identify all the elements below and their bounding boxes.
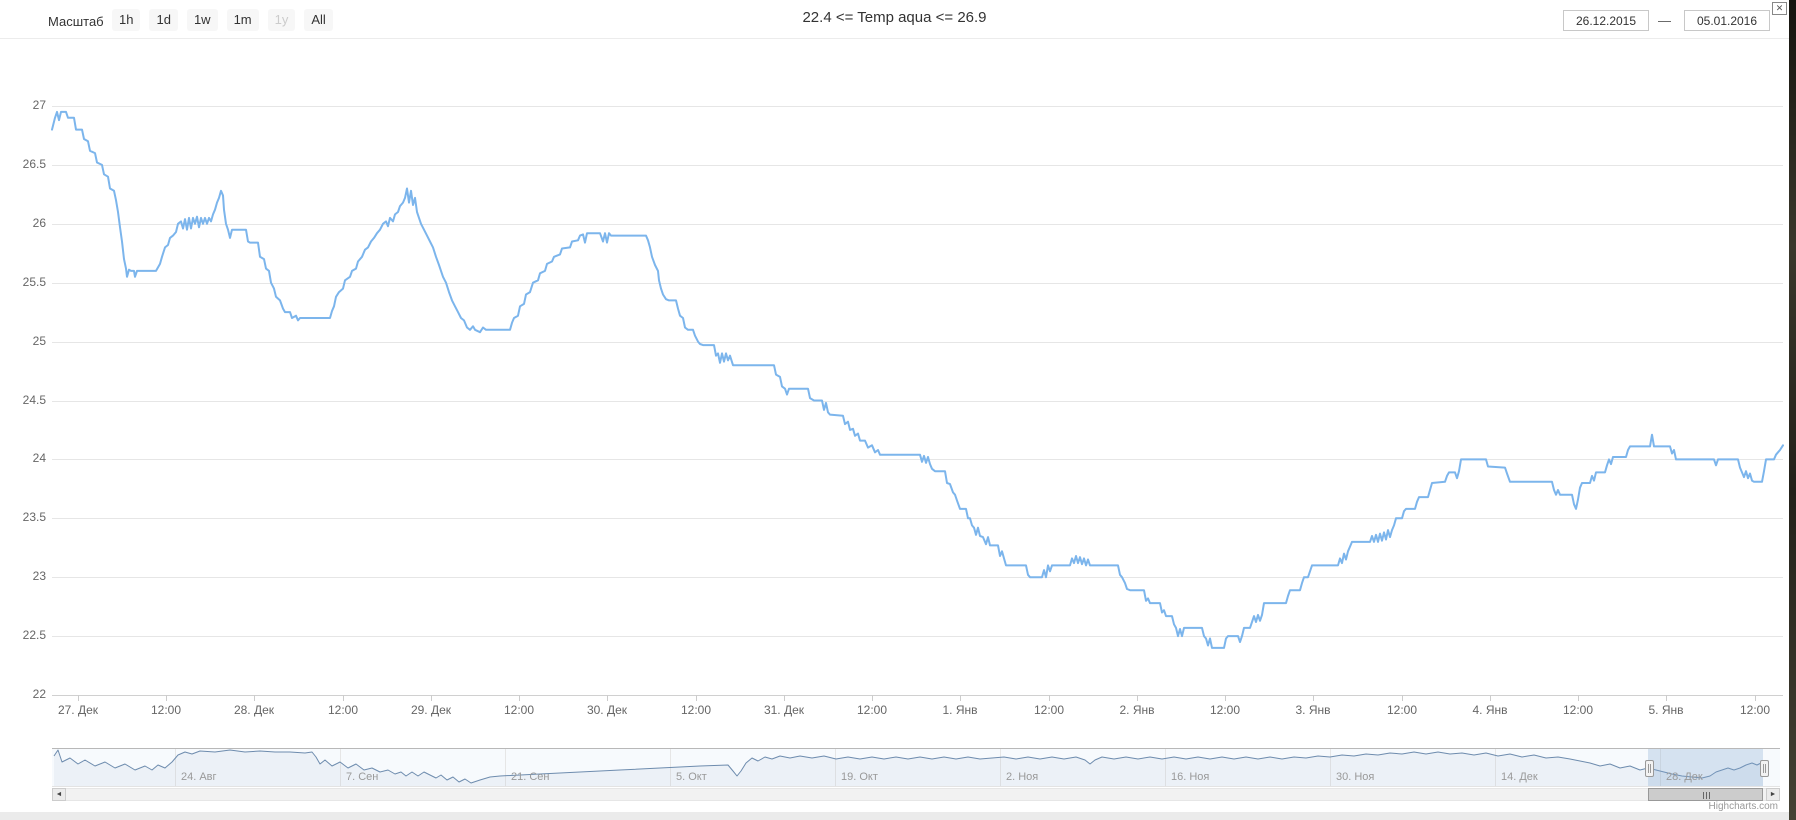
x-axis-label: 5. Янв [1648,703,1684,717]
x-axis-label: 31. Дек [763,703,805,717]
date-to-input[interactable] [1684,10,1770,31]
x-axis-label: 12:00 [1739,703,1771,717]
date-range-separator: — [1658,13,1671,28]
y-axis-label: 26 [32,216,46,230]
y-axis-label: 23 [32,569,46,583]
navigator-axis-label: 30. Ноя [1336,771,1375,783]
page-bottom-strip [0,812,1789,820]
x-axis-label: 12:00 [327,703,359,717]
date-from-input[interactable] [1563,10,1649,31]
navigator-axis-label: 19. Окт [841,771,878,783]
range-button-1m[interactable]: 1m [226,9,259,32]
x-axis-label: 12:00 [503,703,535,717]
range-selector-buttons: 1h 1d 1w 1m 1y All [112,9,333,32]
x-axis-label: 27. Дек [57,703,99,717]
x-axis-label: 12:00 [856,703,888,717]
x-axis-label: 12:00 [680,703,712,717]
x-axis-label: 4. Янв [1472,703,1508,717]
navigator-axis-label: 24. Авг [181,771,217,783]
x-axis-label: 2. Янв [1119,703,1155,717]
y-axis-label: 27 [32,98,46,112]
chart-title: 22.4 <= Temp aqua <= 26.9 [802,9,987,26]
window-edge-strip [1789,0,1796,820]
navigator-axis-label: 5. Окт [676,771,707,783]
y-axis-label: 23.5 [22,510,46,524]
highcharts-credit[interactable]: Highcharts.com [1708,801,1778,812]
navigator-axis-label: 7. Сен [346,771,379,783]
x-axis-label: 30. Дек [586,703,628,717]
navigator-left-handle[interactable] [1645,760,1654,777]
range-button-all[interactable]: All [304,9,333,32]
close-icon[interactable]: ✕ [1772,2,1787,15]
y-axis-label: 22 [32,687,46,701]
y-axis-label: 25 [32,334,46,348]
scrollbar-grip-icon [1702,792,1710,799]
scrollbar-left-arrow-icon[interactable]: ◄ [52,788,66,801]
x-axis-label: 12:00 [1209,703,1241,717]
navigator-axis-label: 21. Сен [511,771,550,783]
x-axis-label: 29. Дек [410,703,452,717]
x-axis-label: 28. Дек [233,703,275,717]
range-button-1d[interactable]: 1d [149,9,178,32]
y-axis-label: 25.5 [22,275,46,289]
range-button-1w[interactable]: 1w [186,9,218,32]
x-axis-label: 12:00 [1562,703,1594,717]
navigator-right-handle[interactable] [1760,760,1769,777]
zoom-scale-label: Масштаб [48,14,104,29]
scrollbar-right-arrow-icon[interactable]: ► [1766,788,1780,801]
scrollbar-thumb[interactable] [1648,788,1763,801]
navigator-axis-label: 14. Дек [1501,771,1538,783]
x-axis-label: 12:00 [1386,703,1418,717]
scrollbar-track[interactable] [52,788,1780,801]
navigator-axis-label: 2. Ноя [1006,771,1039,783]
plot-area[interactable] [52,45,1783,695]
range-button-1h[interactable]: 1h [112,9,141,32]
range-button-1y: 1y [267,9,296,32]
y-axis-label: 22.5 [22,628,46,642]
x-axis-label: 12:00 [150,703,182,717]
navigator-axis-label: 28. Дек [1666,771,1703,783]
navigator-axis-label: 16. Ноя [1171,771,1210,783]
y-axis-label: 26.5 [22,157,46,171]
header-separator [0,38,1789,39]
x-axis-label: 12:00 [1033,703,1065,717]
y-axis-label: 24.5 [22,393,46,407]
x-axis-label: 3. Янв [1295,703,1331,717]
x-axis-label: 1. Янв [942,703,978,717]
y-axis-label: 24 [32,451,46,465]
